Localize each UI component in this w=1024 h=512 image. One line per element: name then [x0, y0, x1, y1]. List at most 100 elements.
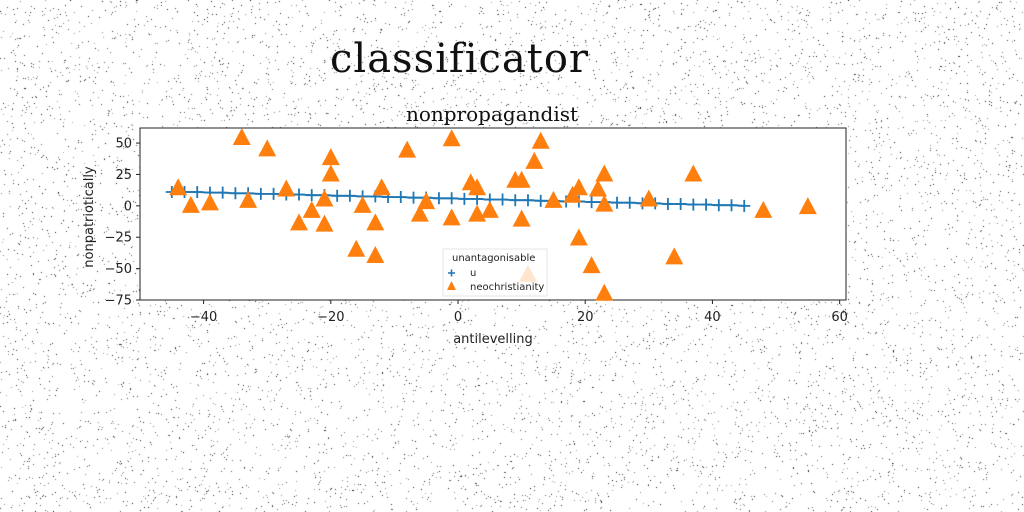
chart-title: nonpropagandist: [406, 102, 578, 126]
data-point-triangle: [525, 151, 544, 169]
data-point-plus: [445, 192, 458, 205]
data-point-triangle: [754, 200, 773, 218]
x-tick-label: 60: [831, 310, 848, 325]
data-point-plus: [229, 187, 242, 200]
data-point-triangle: [321, 164, 340, 182]
data-point-plus: [738, 199, 751, 212]
data-point-triangle: [512, 170, 531, 188]
data-point-plus: [293, 188, 306, 201]
data-point-plus: [191, 186, 204, 199]
data-point-triangle: [372, 178, 391, 196]
y-tick-label: 50: [115, 137, 132, 152]
data-point-triangle: [181, 195, 200, 213]
data-point-triangle: [569, 178, 588, 196]
x-tick-label: −20: [317, 310, 344, 325]
y-tick-label: −25: [105, 231, 132, 246]
data-point-triangle: [366, 246, 385, 264]
data-point-plus: [254, 187, 267, 200]
data-point-triangle: [302, 200, 321, 218]
data-point-triangle: [595, 283, 614, 301]
data-point-triangle: [480, 200, 499, 218]
data-point-triangle: [321, 148, 340, 166]
data-point-triangle: [410, 204, 429, 222]
data-point-plus: [623, 196, 636, 209]
y-tick-label: 25: [115, 168, 132, 183]
legend-label-neochristianity: neochristianity: [470, 282, 544, 293]
legend-label-u: u: [470, 268, 476, 279]
data-point-triangle: [398, 140, 417, 158]
legend: unantagonisable u neochristianity: [442, 248, 548, 297]
data-point-plus: [712, 199, 725, 212]
data-point-triangle: [468, 178, 487, 196]
data-point-plus: [496, 193, 509, 206]
figure-suptitle: classificator: [330, 36, 590, 82]
data-point-triangle: [588, 179, 607, 197]
data-point-plus: [585, 196, 598, 209]
y-tick-label: −75: [105, 294, 132, 309]
data-point-plus: [394, 191, 407, 204]
data-point-triangle: [442, 129, 461, 147]
data-point-triangle: [582, 256, 601, 274]
data-point-plus: [267, 187, 280, 200]
data-point-triangle: [232, 128, 251, 146]
legend-entry-u: u: [448, 268, 476, 279]
data-point-plus: [458, 192, 471, 205]
data-point-triangle: [639, 189, 658, 207]
data-point-plus: [432, 192, 445, 205]
data-point-triangle: [595, 164, 614, 182]
data-point-plus: [407, 191, 420, 204]
data-point-triangle: [544, 190, 563, 208]
data-point-triangle: [366, 213, 385, 231]
x-tick-label: 40: [704, 310, 721, 325]
data-point-plus: [509, 194, 522, 207]
data-point-plus: [674, 197, 687, 210]
data-point-triangle: [569, 228, 588, 246]
data-point-plus: [700, 198, 713, 211]
data-point-triangle: [347, 239, 366, 257]
y-axis: 50 25 0 −25 −50 −75: [105, 137, 140, 309]
data-point-triangle: [169, 178, 188, 196]
data-point-triangle: [442, 208, 461, 226]
legend-title: unantagonisable: [452, 253, 535, 264]
x-tick-label: −40: [190, 310, 217, 325]
data-point-plus: [534, 194, 547, 207]
data-point-triangle: [595, 194, 614, 212]
data-point-triangle: [315, 189, 334, 207]
data-point-triangle: [258, 139, 277, 157]
data-point-triangle: [239, 190, 258, 208]
legend-marker-plus: [448, 269, 455, 277]
series-neochristianity: [169, 128, 817, 301]
data-point-triangle: [798, 197, 817, 215]
x-axis-label: antilevelling: [453, 332, 533, 347]
data-point-triangle: [512, 209, 531, 227]
data-point-triangle: [417, 192, 436, 210]
data-point-plus: [305, 189, 318, 202]
y-tick-label: −50: [105, 262, 132, 277]
data-point-triangle: [665, 247, 684, 265]
x-axis: −40 −20 0 20 40 60: [190, 300, 848, 325]
x-tick-label: 0: [454, 310, 462, 325]
y-axis-label: nonpatriotically: [82, 166, 97, 268]
legend-marker-triangle: [447, 281, 456, 290]
legend-entry-neochristianity: neochristianity: [447, 281, 544, 293]
data-point-plus: [343, 189, 356, 202]
data-point-plus: [521, 194, 534, 207]
x-tick-label: 20: [577, 310, 594, 325]
data-point-triangle: [277, 179, 296, 197]
data-point-triangle: [531, 131, 550, 149]
series-layer: [165, 128, 817, 301]
data-point-plus: [216, 186, 229, 199]
data-point-triangle: [315, 214, 334, 232]
data-point-plus: [331, 189, 344, 202]
data-point-triangle: [684, 164, 703, 182]
legend-box: [442, 248, 548, 297]
data-point-triangle: [200, 193, 219, 211]
data-point-plus: [611, 196, 624, 209]
data-point-plus: [687, 198, 700, 211]
data-point-plus: [661, 197, 674, 210]
data-point-triangle: [353, 195, 372, 213]
y-tick-label: 0: [124, 199, 132, 214]
data-point-triangle: [290, 213, 309, 231]
data-point-plus: [725, 199, 738, 212]
